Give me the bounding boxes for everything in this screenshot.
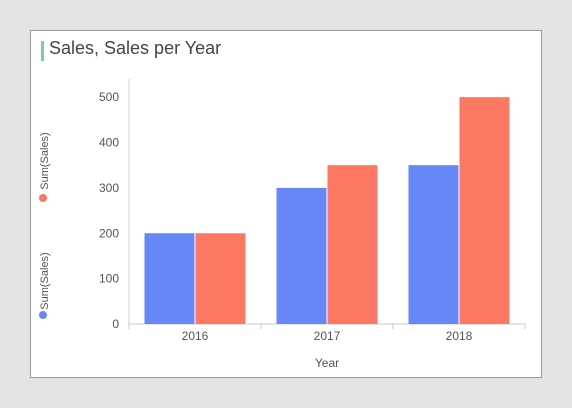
bar-2018-series-1: [408, 165, 459, 324]
chart-panel: Sales, Sales per Year 0 100 200 300 400 500 20…: [30, 30, 542, 378]
bar-2016-series-2: [195, 233, 246, 324]
x-tick-label: 2018: [446, 329, 473, 343]
bar-2018-series-2: [459, 97, 510, 324]
bar-2017-series-2: [327, 165, 378, 324]
y-tick-label: 300: [99, 181, 119, 195]
bar-chart: 0 100 200 300 400 500 2016 2017 2018 Year Sum(Sal…: [39, 79, 526, 370]
legend-label-series-1: Sum(Sales): [39, 252, 51, 309]
chart-title: Sales, Sales per Year: [49, 38, 222, 58]
x-axis-title: Year: [315, 356, 339, 370]
bar-2016-series-1: [144, 233, 195, 324]
y-tick-label: 500: [99, 90, 119, 104]
y-tick-label: 100: [99, 272, 119, 286]
bar-2017-series-1: [276, 187, 327, 324]
title-accent-bar: [41, 41, 44, 61]
legend-label-series-2: Sum(Sales): [39, 132, 51, 189]
legend-marker-series-1: [39, 311, 47, 319]
legend-marker-series-2: [39, 194, 47, 202]
y-tick-label: 400: [99, 136, 119, 150]
x-tick-label: 2017: [314, 329, 341, 343]
x-tick-label: 2016: [182, 329, 209, 343]
y-tick-label: 0: [112, 317, 119, 331]
y-tick-label: 200: [99, 226, 119, 240]
